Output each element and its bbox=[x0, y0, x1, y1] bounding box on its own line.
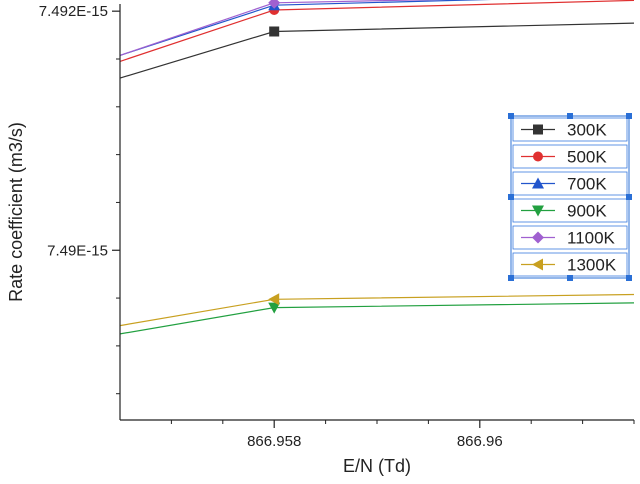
legend-label-300k: 300K bbox=[567, 121, 607, 140]
y-tick-label: 7.49E-15 bbox=[47, 242, 108, 259]
data-point-300k bbox=[269, 26, 280, 37]
series-line-700k bbox=[119, 0, 492, 56]
legend-label-500k: 500K bbox=[567, 148, 607, 167]
data-point-1100k bbox=[268, 0, 281, 9]
legend-resize-handle[interactable] bbox=[567, 113, 573, 119]
series-line-900k bbox=[119, 302, 635, 335]
legend-item-frame bbox=[512, 171, 628, 196]
legend-resize-handle[interactable] bbox=[626, 194, 632, 200]
legend-resize-handle[interactable] bbox=[626, 275, 632, 281]
x-tick-label: 866.96 bbox=[457, 433, 503, 450]
y-tick-label: 7.492E-15 bbox=[39, 3, 108, 20]
legend-item-frame bbox=[512, 144, 628, 169]
legend-label-900k: 900K bbox=[567, 202, 607, 221]
legend-resize-handle[interactable] bbox=[626, 113, 632, 119]
legend-resize-handle[interactable] bbox=[508, 194, 514, 200]
plot-markers bbox=[268, 0, 281, 314]
legend-marker-700k bbox=[532, 177, 544, 189]
legend-marker-900k bbox=[532, 205, 544, 217]
legend-frame bbox=[510, 115, 630, 279]
legend-resize-handle[interactable] bbox=[508, 113, 514, 119]
data-point-1300k bbox=[268, 293, 280, 306]
legend[interactable]: 300K 500K 700K 900K 1100K 1300K bbox=[508, 113, 632, 281]
x-axis-title: E/N (Td) bbox=[343, 456, 411, 476]
legend-resize-handle[interactable] bbox=[567, 275, 573, 281]
legend-resize-handle[interactable] bbox=[508, 275, 514, 281]
legend-marker-1100k bbox=[532, 231, 544, 244]
legend-marker-300k bbox=[533, 124, 543, 135]
data-point-900k bbox=[268, 302, 281, 314]
axes: 866.958 866.96 7.49E-15 7.492E-15 E/N (Td) Ra… bbox=[6, 3, 635, 476]
series-line-300k bbox=[119, 22, 635, 79]
legend-label-1100k: 1100K bbox=[567, 229, 616, 248]
legend-label-700k: 700K bbox=[567, 175, 607, 194]
legend-marker-500k bbox=[533, 151, 543, 162]
legend-label-1300k: 1300K bbox=[567, 256, 617, 275]
series-line-1100k bbox=[119, 0, 445, 56]
legend-item-frame bbox=[512, 225, 628, 250]
legend-marker-1300k bbox=[532, 258, 543, 271]
y-axis-title: Rate coefficient (m3/s) bbox=[6, 122, 26, 302]
x-tick-label: 866.958 bbox=[247, 433, 301, 450]
legend-item-frame bbox=[512, 198, 628, 223]
